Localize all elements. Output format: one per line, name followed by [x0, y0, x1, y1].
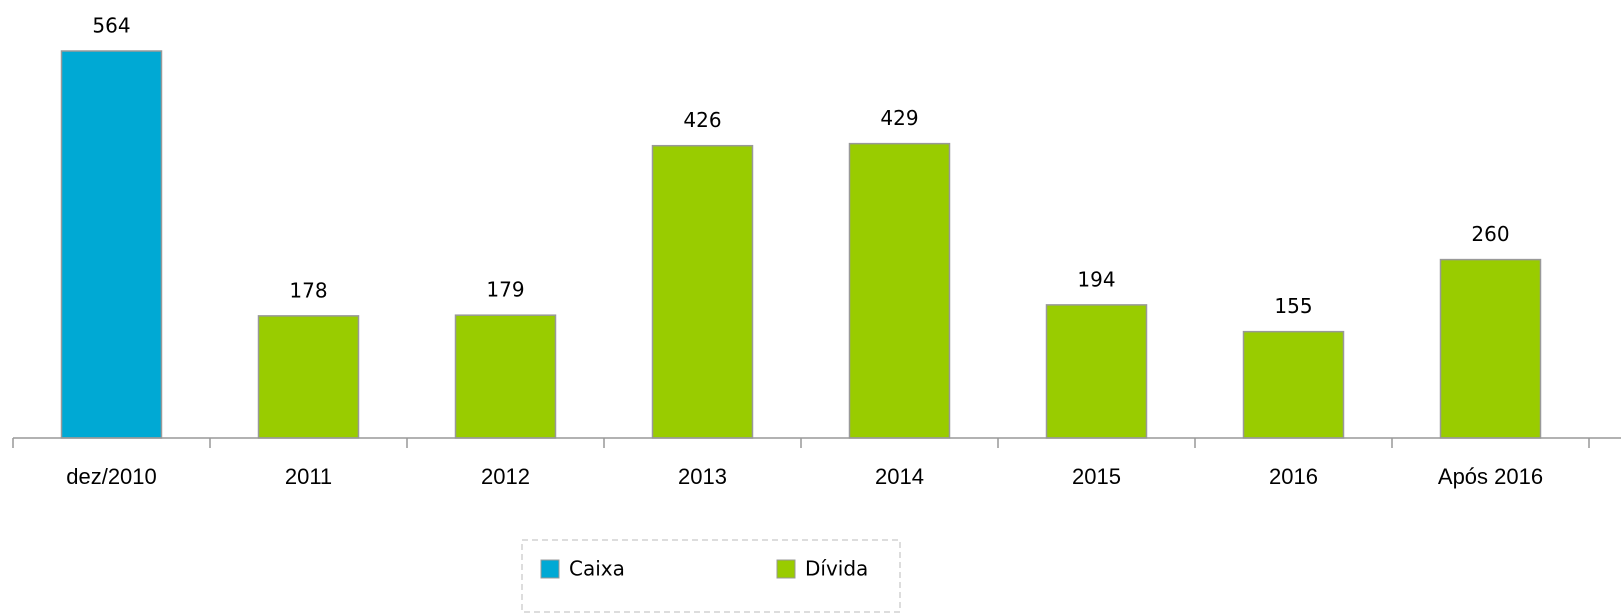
data-label: 155 [1274, 294, 1312, 318]
legend-box [521, 539, 901, 613]
legend-label: Caixa [569, 557, 625, 581]
data-label: 178 [289, 278, 327, 302]
legend-label: Dívida [805, 557, 868, 581]
x-tick-label: 2015 [1072, 464, 1121, 489]
data-label: 179 [486, 278, 524, 302]
legend-swatch [776, 559, 796, 579]
x-tick-label: dez/2010 [66, 464, 157, 489]
bar [60, 50, 163, 439]
bar [454, 314, 557, 439]
legend-swatch [540, 559, 560, 579]
bar [257, 315, 360, 439]
data-label: 429 [880, 106, 918, 130]
data-label: 194 [1077, 267, 1115, 291]
bar [1439, 258, 1542, 439]
data-label: 426 [683, 108, 721, 132]
bar [1045, 304, 1148, 439]
bar [848, 142, 951, 439]
x-tick-label: 2013 [678, 464, 727, 489]
x-tick-label: Após 2016 [1438, 464, 1543, 489]
x-tick-label: 2016 [1269, 464, 1318, 489]
bar [651, 144, 754, 439]
data-label: 564 [92, 14, 130, 38]
x-tick-label: 2014 [875, 464, 924, 489]
x-tick-label: 2011 [285, 464, 332, 489]
data-label: 260 [1471, 222, 1509, 246]
bar [1242, 330, 1345, 439]
x-tick-label: 2012 [481, 464, 530, 489]
